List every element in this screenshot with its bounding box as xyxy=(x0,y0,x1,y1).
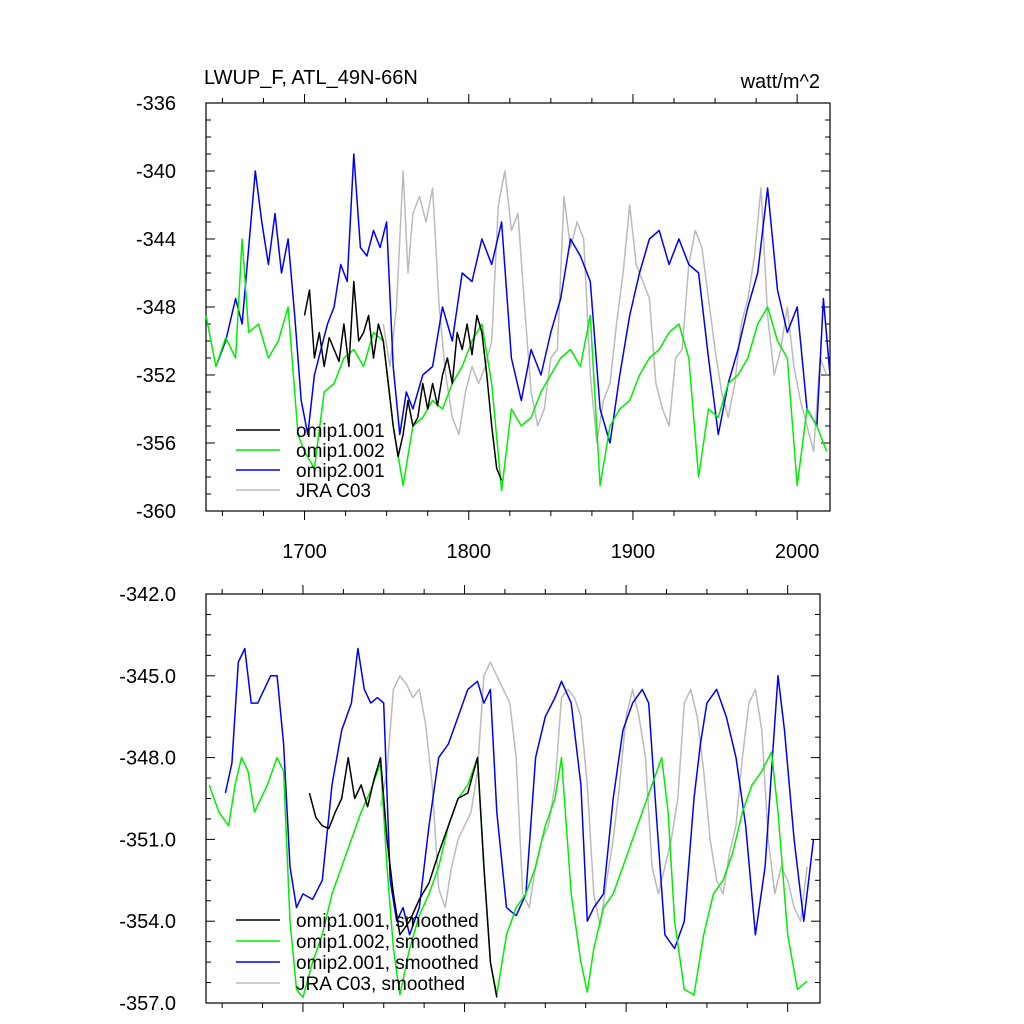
series-line-omip2-001-smoothed xyxy=(224,647,815,950)
y-tick-label: -342.0 xyxy=(119,584,176,606)
y-tick-label: -344 xyxy=(136,229,176,251)
series-line-omip1-001-smoothed xyxy=(308,756,498,998)
legend-label: omip2.001, smoothed xyxy=(296,953,479,974)
x-tick-label: 1900 xyxy=(611,541,656,563)
y-tick-label: -348.0 xyxy=(119,748,176,770)
y-tick-label: -352 xyxy=(136,365,176,387)
y-tick-label: -357.0 xyxy=(119,993,176,1015)
y-tick-label: -336 xyxy=(136,93,176,115)
y-tick-label: -351.0 xyxy=(119,829,176,851)
legend-label: omip1.001, smoothed xyxy=(296,911,479,932)
legend-label: omip1.002 xyxy=(296,441,385,462)
x-tick-label: 2000 xyxy=(775,541,820,563)
y-tick-label: -345.0 xyxy=(119,666,176,688)
chart-panel-1: -360 -356 -352 -348 -344 -340 -336 1700 1800 1900… xyxy=(136,67,831,563)
x-tick-label: 1800 xyxy=(446,541,491,563)
y-tick-label: -356 xyxy=(136,433,176,455)
chart-title: LWUP_F, ATL_49N-66N xyxy=(204,67,418,89)
y-tick-label: -340 xyxy=(136,161,176,183)
series-line-jra-c03-smoothed xyxy=(379,661,808,928)
series-line-omip2-001 xyxy=(215,153,831,444)
units-label: watt/m^2 xyxy=(740,71,820,93)
y-tick-label: -360 xyxy=(136,501,176,523)
legend-label: omip1.002, smoothed xyxy=(296,932,479,953)
legend-label: JRA C03 xyxy=(296,481,371,502)
y-tick-label: -354.0 xyxy=(119,911,176,933)
x-tick-label: 1700 xyxy=(282,541,327,563)
series-line-omip1-001 xyxy=(303,280,503,481)
legend-label: JRA C03, smoothed xyxy=(296,974,465,995)
legend-label: omip2.001 xyxy=(296,461,385,482)
series-line-omip1-002 xyxy=(205,238,828,492)
y-tick-label: -348 xyxy=(136,297,176,319)
series-line-jra-c03 xyxy=(382,170,828,453)
chart-panel-2: -357.0 -354.0 -351.0 -348.0 -345.0 -342.0 omip… xyxy=(119,584,821,1015)
legend-label: omip1.001 xyxy=(296,421,385,442)
